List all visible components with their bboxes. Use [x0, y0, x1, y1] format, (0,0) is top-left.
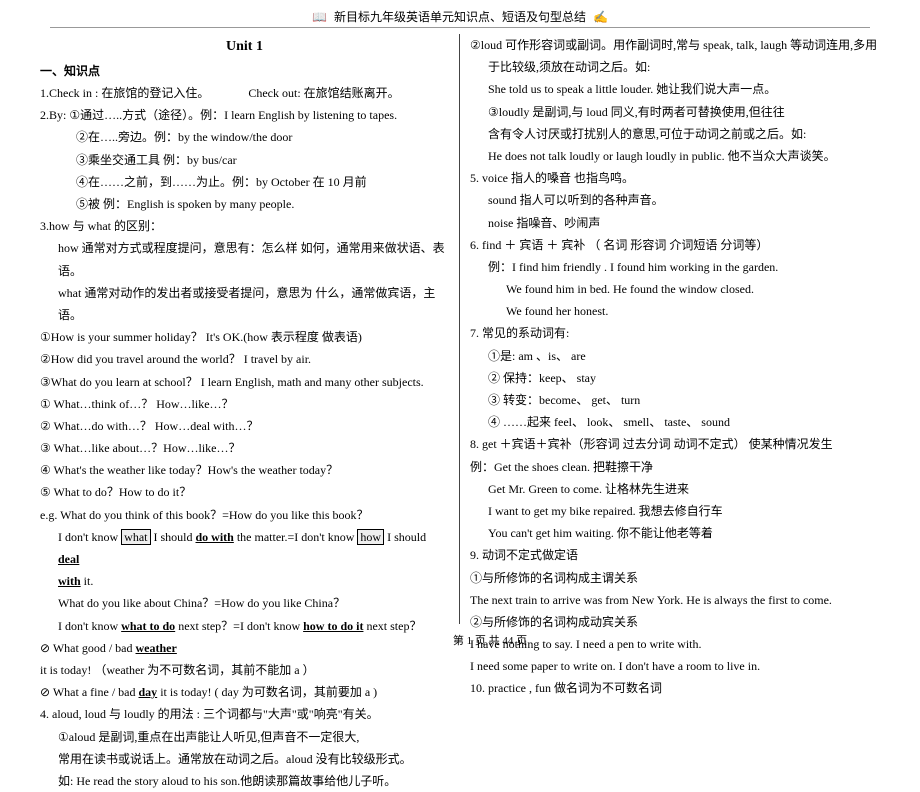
line: ②How did you travel around the world？ I … — [40, 348, 449, 370]
line: ⊘ What a fine / bad day it is today! ( d… — [40, 681, 449, 703]
line: 8. get ＋宾语＋宾补（形容词 过去分词 动词不定式） 使某种情况发生 — [470, 433, 880, 455]
line: 6. find ＋ 宾语 ＋ 宾补 （ 名词 形容词 介词短语 分词等） — [470, 234, 880, 256]
line: ①是: am 、is、 are — [470, 345, 880, 367]
book-icon: 📖 — [312, 10, 327, 25]
line: He does not talk loudly or laugh loudly … — [470, 145, 880, 167]
line: with it. — [40, 570, 449, 592]
line: I want to get my bike repaired. 我想去修自行车 — [470, 500, 880, 522]
line: 含有令人讨厌或打扰别人的意思,可位于动词之前或之后。如: — [470, 123, 880, 145]
line: ③ 转变：become、 get、 turn — [470, 389, 880, 411]
unit-title: Unit 1 — [40, 34, 449, 60]
line: 例：Get the shoes clean. 把鞋擦干净 — [470, 456, 880, 478]
line: We found her honest. — [470, 300, 880, 322]
line: Get Mr. Green to come. 让格林先生进来 — [470, 478, 880, 500]
line: 于比较级,须放在动词之后。如: — [470, 56, 880, 78]
line: 9. 动词不定式做定语 — [470, 544, 880, 566]
line: ②在…..旁边。例：by the window/the door — [40, 126, 449, 148]
line: You can't get him waiting. 你不能让他老等着 — [470, 522, 880, 544]
section-heading: 一、知识点 — [40, 60, 449, 82]
line: ② 保持：keep、 stay — [470, 367, 880, 389]
line: 4. aloud, loud 与 loudly 的用法 : 三个词都与"大声"或… — [40, 703, 449, 725]
line: ③乘坐交通工具 例：by bus/car — [40, 149, 449, 171]
line: sound 指人可以听到的各种声音。 — [470, 189, 880, 211]
line: noise 指噪音、吵闹声 — [470, 212, 880, 234]
line: 常用在读书或说话上。通常放在动词之后。aloud 没有比较级形式。 — [40, 748, 449, 770]
line: ②loud 可作形容词或副词。用作副词时,常与 speak, talk, lau… — [470, 34, 880, 56]
line: ①How is your summer holiday？ It's OK.(ho… — [40, 326, 449, 348]
line: ①aloud 是副词,重点在出声能让人听见,但声音不一定很大, — [40, 726, 449, 748]
page-container: 📖 新目标九年级英语单元知识点、短语及句型总结 ✍ Unit 1 一、知识点 1… — [0, 0, 920, 652]
line: 如: He read the story aloud to his son.他朗… — [40, 770, 449, 792]
page-footer: 第 1 页 共 44 页 — [30, 632, 920, 648]
line: What do you like about China？=How do you… — [40, 592, 449, 614]
line: We found him in bed. He found the window… — [470, 278, 880, 300]
line: ②与所修饰的名词构成动宾关系 — [470, 611, 880, 633]
line: ④ ……起来 feel、 look、 smell、 taste、 sound — [470, 411, 880, 433]
content-columns: Unit 1 一、知识点 1.Check in : 在旅馆的登记入住。 Chec… — [30, 34, 890, 624]
line: ④在……之前，到……为止。例：by October 在 10 月前 — [40, 171, 449, 193]
line: how 通常对方式或程度提问，意思有：怎么样 如何，通常用来做状语、表语。 — [40, 237, 449, 281]
line: e.g. What do you think of this book？=How… — [40, 504, 449, 526]
line: The next train to arrive was from New Yo… — [470, 589, 880, 611]
line: 2.By: ①通过…..方式（途径）。例：I learn English by … — [40, 104, 449, 126]
line: ③loudly 是副词,与 loud 同义,有时两者可替换使用,但往往 — [470, 101, 880, 123]
line: 10. practice , fun 做名词为不可数名词 — [470, 677, 880, 699]
right-column: ②loud 可作形容词或副词。用作副词时,常与 speak, talk, lau… — [460, 34, 890, 624]
line: ② What…do with…？ How…deal with…？ — [40, 415, 449, 437]
line: She told us to speak a little louder. 她让… — [470, 78, 880, 100]
line: ③ What…like about…？How…like…？ — [40, 437, 449, 459]
line: ③What do you learn at school？ I learn En… — [40, 371, 449, 393]
line: 1.Check in : 在旅馆的登记入住。 Check out: 在旅馆结账离… — [40, 82, 449, 104]
line: ⑤ What to do？How to do it？ — [40, 481, 449, 503]
circled-icon: ⊘ — [40, 681, 50, 703]
left-column: Unit 1 一、知识点 1.Check in : 在旅馆的登记入住。 Chec… — [30, 34, 460, 624]
line: I don't know what I should do with the m… — [40, 526, 449, 570]
line: ⑤被 例：English is spoken by many people. — [40, 193, 449, 215]
header-title: 新目标九年级英语单元知识点、短语及句型总结 — [334, 10, 586, 24]
line: ①与所修饰的名词构成主谓关系 — [470, 567, 880, 589]
line: 例：I find him friendly . I found him work… — [470, 256, 880, 278]
line: ④ What's the weather like today？How's th… — [40, 459, 449, 481]
line: 3.how 与 what 的区别： — [40, 215, 449, 237]
line: what 通常对动作的发出者或接受者提问，意思为 什么，通常做宾语，主语。 — [40, 282, 449, 326]
line: ① What…think of…？ How…like…？ — [40, 393, 449, 415]
line: 7. 常见的系动词有: — [470, 322, 880, 344]
line: 5. voice 指人的嗓音 也指鸟鸣。 — [470, 167, 880, 189]
pen-icon: ✍ — [593, 10, 608, 25]
page-header: 📖 新目标九年级英语单元知识点、短语及句型总结 ✍ — [50, 8, 870, 28]
line: I need some paper to write on. I don't h… — [470, 655, 880, 677]
